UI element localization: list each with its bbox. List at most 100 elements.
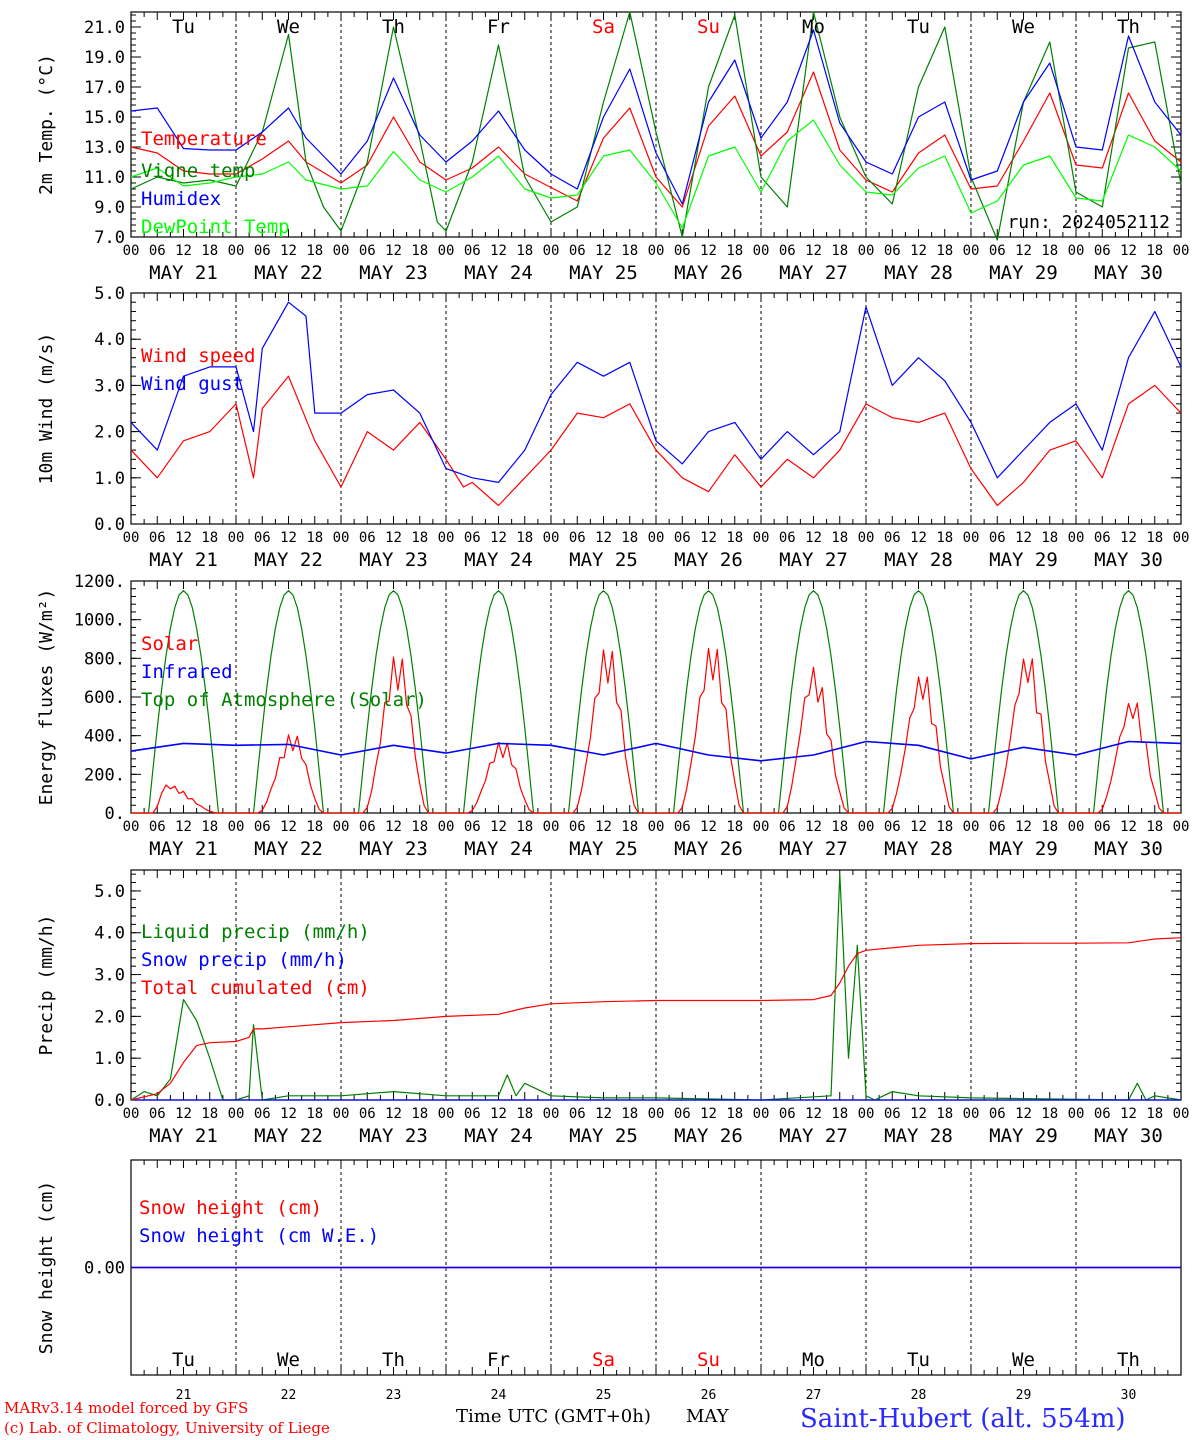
panel-3-ylabel: Energy fluxes (W/m²) [36,589,57,806]
hour-label: 12 [1015,819,1032,835]
hour-label: 06 [1094,530,1111,546]
hour-label: 06 [359,530,376,546]
hour-label: 00 [123,243,140,259]
day-name-top: We [1012,16,1035,38]
y-tick-label: 21.0 [84,18,125,38]
series-infrared-line [130,740,1182,762]
hour-label: 06 [884,819,901,835]
date-label: MAY 25 [569,262,638,284]
panel-5-ylabel: Snow height (cm) [36,1181,57,1354]
hour-label: 12 [175,530,192,546]
y-tick-label: 0.0 [94,515,125,535]
hour-label: 18 [516,819,533,835]
hour-label: 12 [700,819,717,835]
hour-label: 12 [175,1106,192,1122]
hour-label: 12 [700,243,717,259]
hour-label: 00 [543,530,560,546]
date-label: MAY 25 [569,549,638,571]
hour-label: 18 [516,243,533,259]
hour-label: 18 [726,243,743,259]
hour-label: 12 [280,819,297,835]
legend-temperature: Temperature [141,128,267,150]
day-name-top: Th [1117,16,1140,38]
day-number: 25 [596,1388,612,1403]
hour-label: 00 [648,243,665,259]
date-label: MAY 30 [1094,1125,1163,1147]
day-name-bottom: We [277,1349,300,1371]
hour-label: 00 [963,819,980,835]
y-tick-label: 15.0 [84,108,125,128]
hour-label: 18 [936,1106,953,1122]
y-tick-label: 5.0 [94,882,125,902]
hour-label: 18 [411,530,428,546]
series-wind-gust-line [130,301,1182,483]
y-tick-label: 2.0 [94,1007,125,1027]
hour-label: 12 [1120,1106,1137,1122]
series-solar-line [131,647,1181,814]
legend-wind-speed: Wind speed [141,345,255,367]
hour-label: 12 [1015,243,1032,259]
station-label: Saint-Hubert (alt. 554m) [800,1404,1126,1434]
hour-label: 06 [779,1106,796,1122]
hour-label: 18 [201,819,218,835]
hour-label: 06 [1094,819,1111,835]
hour-label: 06 [779,530,796,546]
day-name-bottom: Fr [487,1349,510,1371]
day-name-bottom: Th [1117,1349,1140,1371]
hour-label: 06 [359,819,376,835]
hour-label: 12 [595,819,612,835]
hour-label: 06 [884,530,901,546]
day-name-top: We [277,16,300,38]
date-label: MAY 27 [779,1125,848,1147]
day-name-bottom: Tu [172,1349,195,1371]
hour-label: 18 [621,243,638,259]
day-name-bottom: Mo [802,1349,825,1371]
hour-label: 18 [411,1106,428,1122]
date-label: MAY 23 [359,838,428,860]
hour-label: 18 [936,819,953,835]
hour-label: 18 [1041,243,1058,259]
series-vigne-temp-line [130,11,1182,241]
hour-label: 18 [306,1106,323,1122]
day-name-top: Fr [487,16,510,38]
date-label: MAY 26 [674,1125,743,1147]
date-label: MAY 30 [1094,838,1163,860]
hour-label: 00 [123,1106,140,1122]
hour-label: 00 [648,819,665,835]
hour-label: 18 [831,819,848,835]
y-tick-label: 4.0 [94,924,125,944]
hour-label: 12 [700,1106,717,1122]
y-tick-label: 9.0 [94,198,125,218]
series-liquid-precip-mm-h-line [130,873,1182,1101]
hour-label: 12 [280,530,297,546]
credit-line-2: (c) Lab. of Climatology, University of L… [4,1419,330,1437]
hour-label: 18 [411,819,428,835]
hour-label: 18 [306,243,323,259]
hour-label: 00 [858,819,875,835]
day-name-top: Th [382,16,405,38]
hour-label: 18 [201,243,218,259]
date-label: MAY 28 [884,1125,953,1147]
hour-label: 06 [254,819,271,835]
hour-label: 00 [753,819,770,835]
day-name-top: Tu [907,16,930,38]
hour-label: 00 [1068,530,1085,546]
series-temperature-line [130,71,1182,208]
day-number: 21 [176,1388,192,1403]
hour-label: 00 [1068,819,1085,835]
hour-label: 18 [621,819,638,835]
hour-label: 12 [595,243,612,259]
hour-label: 18 [621,530,638,546]
hour-label: 00 [858,243,875,259]
panel-2-ylabel: 10m Wind (m/s) [36,333,57,485]
hour-label: 18 [726,819,743,835]
y-tick-label: 1.0 [94,1049,125,1069]
day-number: 27 [806,1388,822,1403]
hour-label: 06 [464,530,481,546]
hour-label: 06 [884,243,901,259]
hour-label: 12 [490,530,507,546]
hour-label: 06 [359,243,376,259]
hour-label: 18 [1146,530,1163,546]
hour-label: 00 [228,530,245,546]
hour-label: 00 [753,530,770,546]
